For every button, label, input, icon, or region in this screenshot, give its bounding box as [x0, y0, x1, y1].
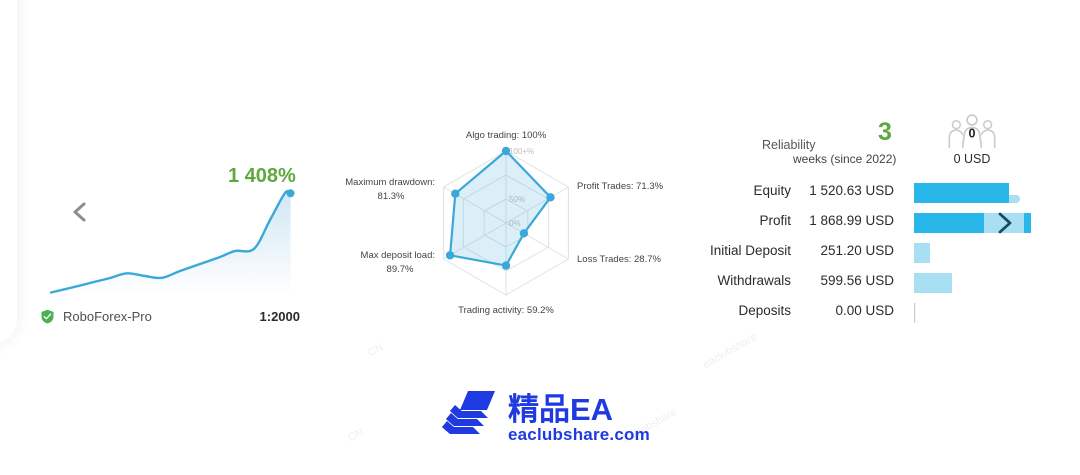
svg-text:eaclubshare.com: eaclubshare.com: [508, 425, 650, 444]
svg-text:0: 0: [969, 126, 976, 140]
svg-text:精品EA: 精品EA: [508, 392, 613, 427]
